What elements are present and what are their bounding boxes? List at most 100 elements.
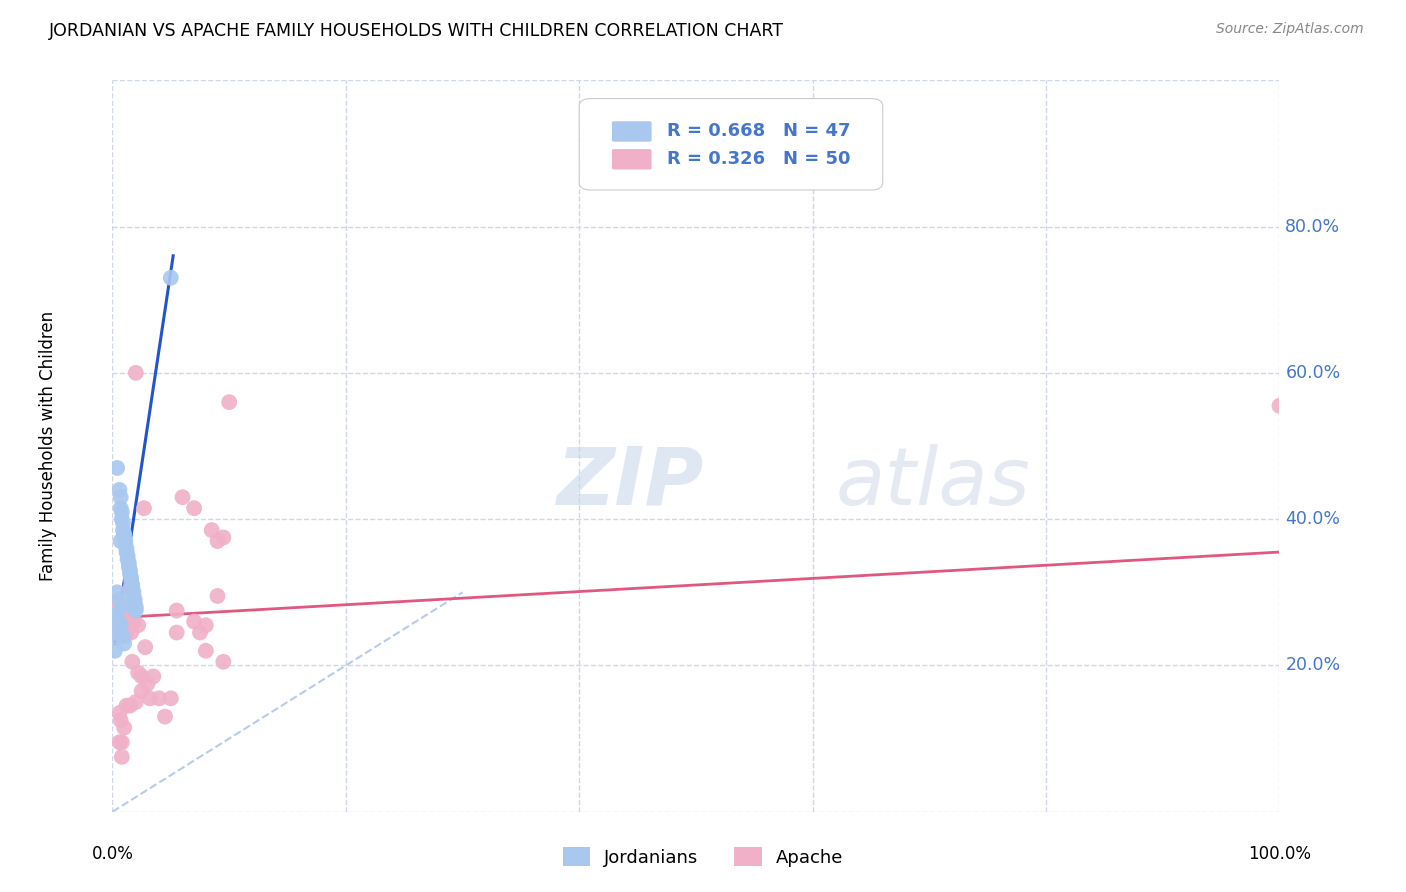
Point [112, 530, 135, 544]
Text: 20.0%: 20.0% [1285, 657, 1340, 674]
Text: N = 47: N = 47 [783, 122, 851, 140]
Point [117, 552, 139, 566]
Point [111, 735, 134, 749]
Point [112, 611, 135, 625]
Point [110, 714, 132, 728]
Text: 100.0%: 100.0% [1249, 845, 1310, 863]
Point [111, 512, 134, 526]
Point [122, 596, 145, 610]
Text: Family Households with Children: Family Households with Children [39, 311, 58, 581]
Point [188, 625, 211, 640]
Point [110, 490, 132, 504]
Point [118, 567, 141, 582]
FancyBboxPatch shape [579, 99, 883, 190]
Point [166, 603, 188, 617]
Text: N = 50: N = 50 [783, 150, 851, 169]
Point [115, 541, 138, 556]
Text: ZIP: ZIP [555, 443, 703, 522]
Point [118, 559, 141, 574]
Point [108, 592, 131, 607]
Point [108, 483, 131, 497]
Point [111, 505, 134, 519]
Point [115, 545, 138, 559]
Point [142, 669, 165, 683]
Point [194, 618, 217, 632]
Point [117, 599, 139, 614]
Point [118, 563, 141, 577]
Text: R = 0.668: R = 0.668 [666, 122, 765, 140]
Point [160, 270, 183, 285]
Point [131, 669, 153, 683]
Point [118, 582, 141, 596]
Point [107, 615, 129, 629]
Point [104, 607, 127, 622]
Point [136, 676, 159, 690]
Point [108, 622, 131, 636]
FancyBboxPatch shape [612, 149, 651, 169]
Point [207, 534, 229, 549]
Point [112, 629, 135, 643]
Point [111, 749, 134, 764]
Text: 60.0%: 60.0% [1285, 364, 1340, 382]
Point [183, 501, 205, 516]
Legend: Jordanians, Apache: Jordanians, Apache [555, 840, 851, 874]
Point [117, 549, 139, 563]
Text: atlas: atlas [837, 443, 1031, 522]
Point [121, 655, 143, 669]
Text: 0.0%: 0.0% [91, 845, 134, 863]
Point [212, 655, 235, 669]
Point [160, 691, 183, 706]
Point [122, 585, 145, 599]
Point [120, 574, 142, 589]
Point [115, 625, 138, 640]
Point [121, 582, 143, 596]
Point [108, 706, 131, 720]
Text: 80.0%: 80.0% [1285, 218, 1340, 235]
Point [194, 644, 217, 658]
Point [127, 618, 149, 632]
Point [104, 644, 127, 658]
Point [134, 640, 156, 655]
Point [1268, 399, 1291, 413]
Point [110, 501, 132, 516]
Point [172, 490, 194, 504]
Point [105, 585, 128, 599]
Point [207, 589, 229, 603]
Point [111, 599, 134, 614]
Point [122, 615, 145, 629]
Point [183, 615, 205, 629]
Point [112, 721, 135, 735]
Point [114, 534, 136, 549]
Point [201, 523, 224, 537]
Point [108, 735, 131, 749]
Point [107, 596, 129, 610]
Point [111, 618, 134, 632]
Point [105, 629, 128, 643]
Point [125, 603, 148, 617]
Point [166, 625, 188, 640]
Point [120, 625, 142, 640]
Point [114, 538, 136, 552]
Point [118, 698, 141, 713]
Point [212, 530, 235, 544]
FancyBboxPatch shape [612, 121, 651, 142]
Point [110, 607, 132, 622]
Point [125, 366, 148, 380]
Point [112, 526, 135, 541]
Point [120, 571, 142, 585]
Point [107, 615, 129, 629]
Point [125, 695, 148, 709]
Point [105, 461, 128, 475]
Point [131, 684, 153, 698]
Point [111, 523, 134, 537]
Point [125, 599, 148, 614]
Point [110, 534, 132, 549]
Point [115, 698, 138, 713]
Point [118, 556, 141, 570]
Point [111, 629, 134, 643]
Point [104, 611, 127, 625]
Point [124, 596, 146, 610]
Text: Source: ZipAtlas.com: Source: ZipAtlas.com [1216, 22, 1364, 37]
Point [127, 665, 149, 680]
Point [118, 618, 141, 632]
